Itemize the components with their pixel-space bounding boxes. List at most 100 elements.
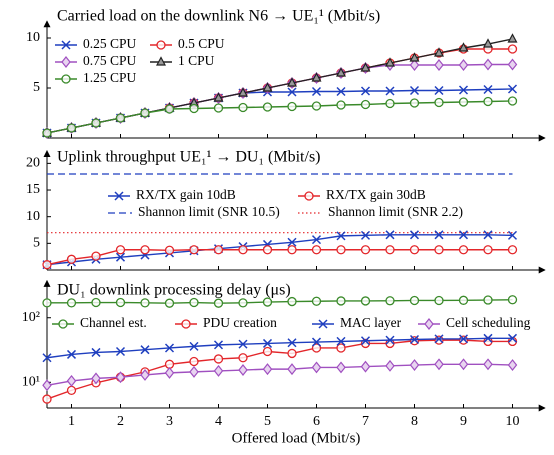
marker bbox=[385, 335, 395, 345]
marker bbox=[458, 335, 469, 345]
marker bbox=[287, 245, 297, 255]
marker bbox=[311, 72, 322, 82]
y-tick-label: 5 bbox=[33, 236, 40, 251]
marker bbox=[262, 363, 273, 376]
marker bbox=[61, 56, 71, 68]
marker bbox=[360, 62, 371, 72]
marker bbox=[115, 113, 126, 123]
marker bbox=[140, 345, 150, 355]
marker bbox=[434, 334, 444, 344]
marker bbox=[507, 333, 518, 343]
marker bbox=[115, 252, 126, 262]
marker bbox=[434, 230, 444, 240]
marker bbox=[91, 297, 101, 308]
marker bbox=[483, 245, 493, 255]
marker bbox=[507, 230, 518, 240]
marker bbox=[507, 58, 518, 71]
marker bbox=[434, 358, 444, 371]
marker bbox=[115, 297, 126, 308]
marker bbox=[409, 336, 420, 346]
legend-label: Cell scheduling bbox=[446, 315, 531, 330]
legend-label: 0.5 CPU bbox=[178, 36, 225, 51]
marker bbox=[66, 349, 77, 359]
marker bbox=[287, 348, 297, 359]
marker bbox=[164, 298, 175, 308]
marker bbox=[385, 86, 395, 96]
y-tick-label: 5 bbox=[33, 80, 40, 95]
marker bbox=[66, 298, 77, 308]
marker bbox=[42, 128, 52, 138]
legend-label: 1 CPU bbox=[178, 53, 215, 68]
marker bbox=[189, 365, 199, 378]
legend-label: Shannon limit (SNR 2.2) bbox=[328, 204, 463, 219]
marker bbox=[91, 118, 101, 128]
marker bbox=[262, 346, 273, 357]
marker bbox=[61, 74, 71, 84]
series-line bbox=[46, 337, 513, 359]
marker bbox=[115, 245, 126, 255]
marker bbox=[360, 99, 371, 110]
marker bbox=[483, 58, 493, 71]
x-tick-label: 3 bbox=[166, 414, 173, 429]
marker bbox=[42, 394, 52, 404]
marker bbox=[66, 374, 77, 387]
x-tick-label: 6 bbox=[313, 414, 320, 429]
marker bbox=[91, 347, 101, 357]
marker bbox=[213, 354, 224, 364]
marker bbox=[409, 334, 420, 345]
marker bbox=[360, 86, 371, 96]
marker bbox=[61, 40, 71, 50]
marker bbox=[385, 245, 395, 255]
marker bbox=[42, 353, 52, 363]
marker bbox=[213, 245, 224, 255]
marker bbox=[287, 338, 297, 348]
legend-label: Shannon limit (SNR 10.5) bbox=[138, 204, 280, 219]
marker bbox=[238, 102, 248, 113]
marker bbox=[304, 191, 314, 201]
marker bbox=[434, 97, 444, 108]
marker bbox=[311, 343, 322, 353]
x-tick-label: 2 bbox=[117, 414, 124, 429]
marker bbox=[287, 77, 297, 87]
y-tick-label: 10 bbox=[26, 30, 40, 45]
marker bbox=[238, 245, 248, 255]
marker bbox=[262, 245, 273, 255]
marker bbox=[262, 297, 273, 307]
x-tick-label: 5 bbox=[264, 414, 271, 429]
marker bbox=[336, 296, 346, 306]
legend-label: 1.25 CPU bbox=[83, 70, 137, 85]
marker bbox=[336, 361, 346, 374]
marker bbox=[458, 59, 469, 71]
marker bbox=[114, 191, 124, 201]
marker bbox=[311, 86, 322, 97]
x-axis-label: Offered load (Mbit/s) bbox=[232, 430, 361, 446]
y-tick-label: 10² bbox=[22, 310, 40, 325]
legend-label: 0.75 CPU bbox=[83, 53, 137, 68]
marker bbox=[434, 47, 444, 57]
marker bbox=[507, 295, 518, 305]
marker bbox=[287, 87, 297, 97]
marker bbox=[458, 230, 469, 240]
marker bbox=[156, 56, 166, 66]
marker bbox=[181, 319, 191, 329]
marker bbox=[66, 123, 77, 133]
legend-label: MAC layer bbox=[340, 315, 402, 330]
marker bbox=[483, 38, 493, 48]
x-tick-label: 8 bbox=[411, 414, 418, 429]
marker bbox=[409, 359, 420, 372]
marker bbox=[385, 296, 395, 306]
marker bbox=[238, 364, 248, 376]
marker bbox=[189, 297, 199, 308]
marker bbox=[483, 84, 493, 95]
marker bbox=[189, 103, 199, 114]
marker bbox=[434, 295, 444, 306]
marker bbox=[385, 230, 395, 240]
marker bbox=[336, 245, 346, 255]
marker bbox=[409, 230, 420, 240]
marker bbox=[164, 366, 175, 379]
marker bbox=[287, 101, 297, 112]
marker bbox=[311, 337, 322, 347]
marker bbox=[58, 319, 68, 329]
marker bbox=[91, 372, 101, 385]
marker bbox=[458, 358, 469, 371]
